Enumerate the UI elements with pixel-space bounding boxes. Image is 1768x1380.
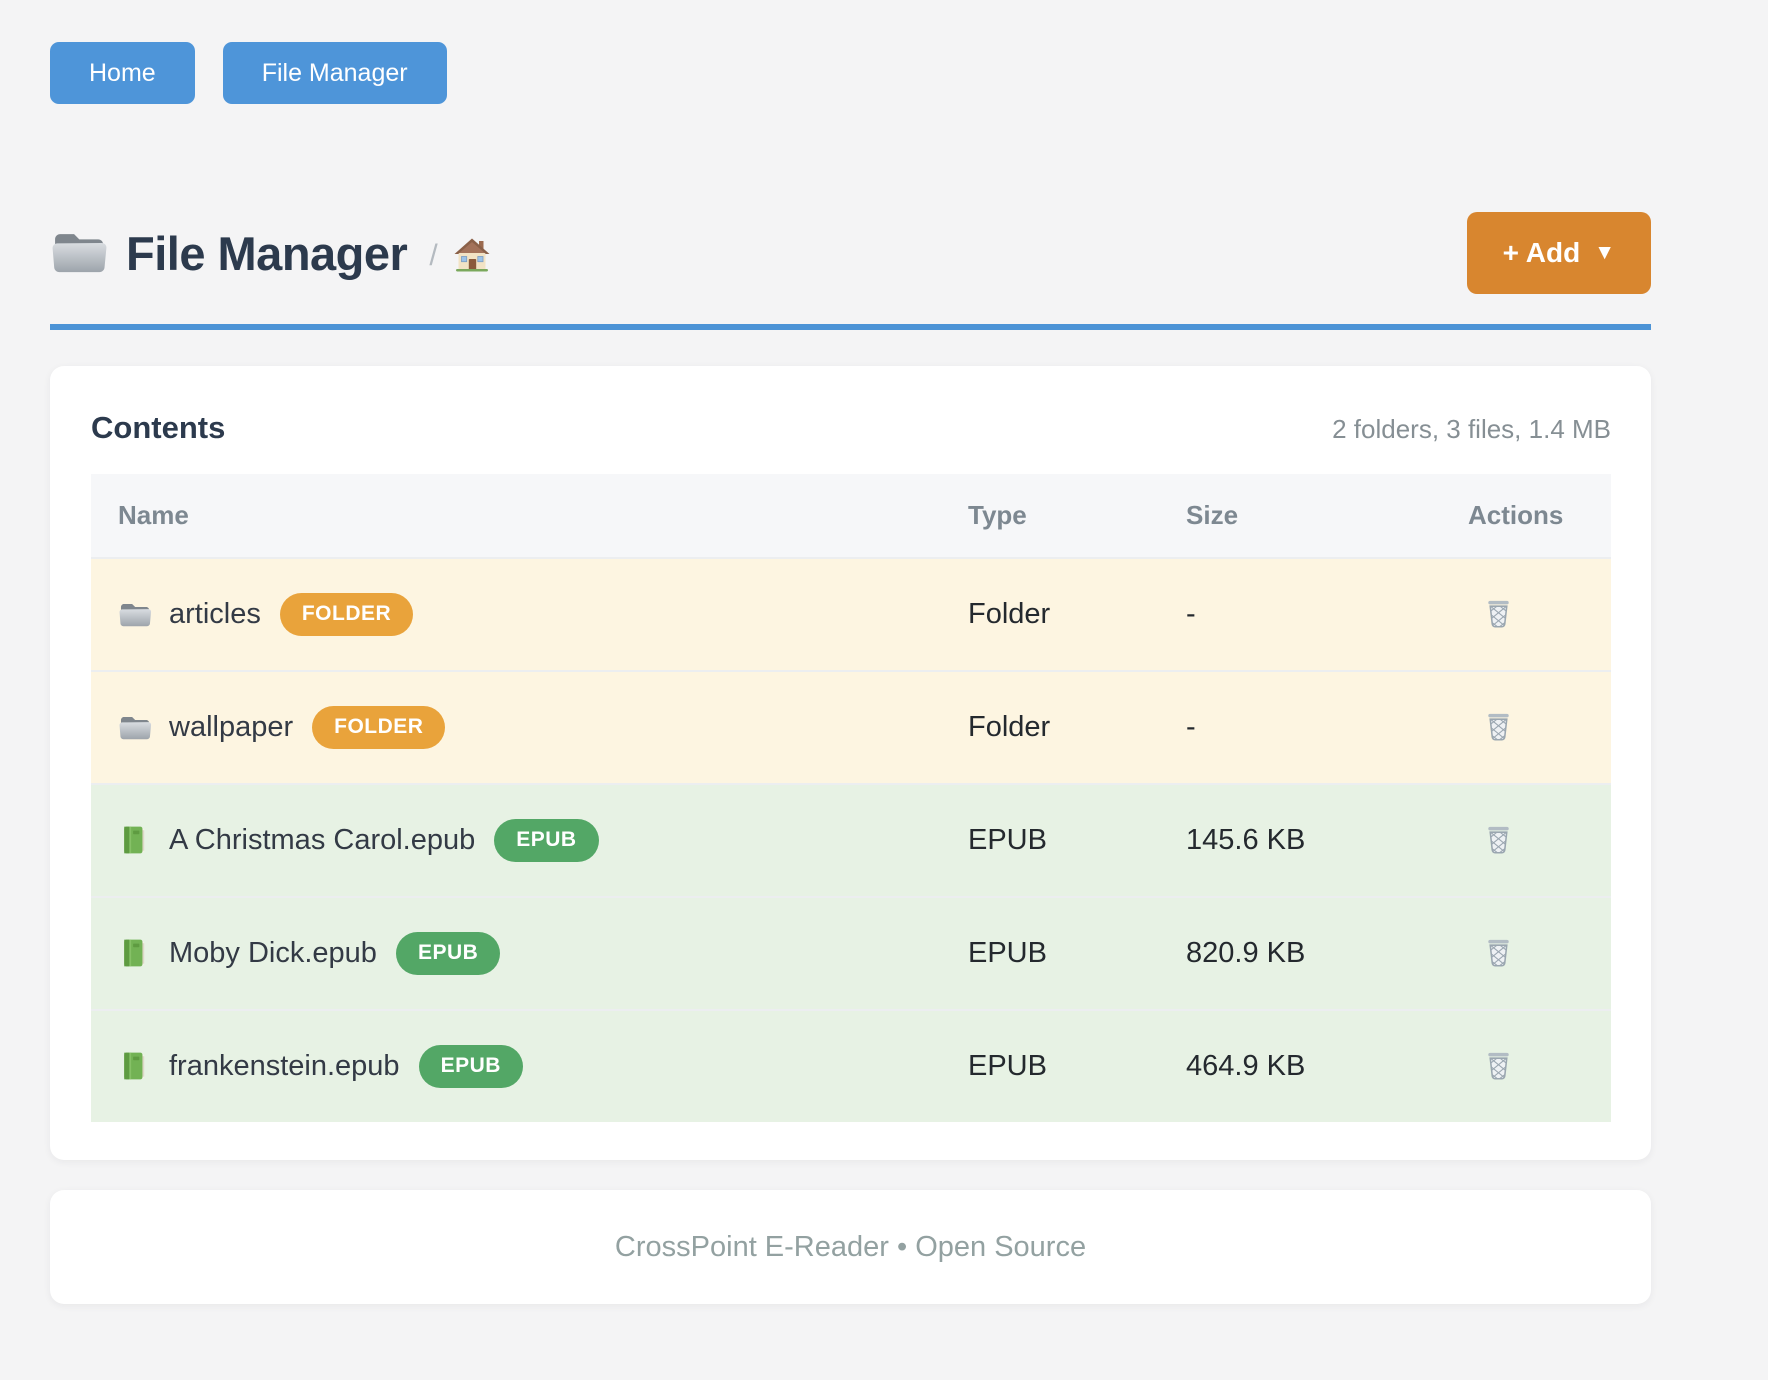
folder-icon (118, 711, 152, 745)
column-header-type: Type (968, 500, 1027, 530)
contents-summary: 2 folders, 3 files, 1.4 MB (1332, 414, 1611, 444)
actions-cell (1441, 706, 1611, 750)
house-icon[interactable] (452, 235, 492, 275)
table-row[interactable]: articles FOLDER Folder - (91, 557, 1611, 670)
type-badge: FOLDER (312, 706, 446, 749)
trash-icon (1481, 596, 1516, 634)
size-cell: 820.9 KB (1186, 937, 1306, 969)
actions-cell (1441, 593, 1611, 637)
name-cell: Moby Dick.epub EPUB (91, 932, 941, 975)
page-title: File Manager (126, 226, 408, 280)
file-table: Name Type Size Actions (91, 474, 1611, 1122)
folder-icon (118, 598, 152, 632)
delete-button[interactable] (1476, 932, 1520, 976)
delete-button[interactable] (1476, 819, 1520, 863)
type-cell: Folder (968, 711, 1051, 743)
add-button[interactable]: + Add ▼ (1466, 212, 1651, 294)
size-cell: - (1186, 598, 1196, 630)
name-cell: A Christmas Carol.epub EPUB (91, 819, 941, 862)
name-cell: articles FOLDER (91, 593, 941, 636)
contents-card: Contents 2 folders, 3 files, 1.4 MB Name… (50, 366, 1651, 1160)
actions-cell (1441, 932, 1611, 976)
actions-cell (1441, 819, 1611, 863)
caret-down-icon: ▼ (1594, 241, 1615, 264)
home-button[interactable]: Home (50, 42, 195, 104)
table-row[interactable]: Moby Dick.epub EPUB EPUB 820.9 KB (91, 896, 1611, 1009)
type-badge: EPUB (494, 819, 599, 862)
size-cell: 464.9 KB (1186, 1050, 1306, 1082)
table-body: articles FOLDER Folder - (91, 557, 1611, 1122)
type-cell: Folder (968, 598, 1051, 630)
type-cell: EPUB (968, 1050, 1047, 1082)
actions-cell (1441, 1045, 1611, 1089)
type-cell: EPUB (968, 937, 1047, 969)
size-cell: - (1186, 711, 1196, 743)
page-header: File Manager / + Add ▼ (50, 212, 1651, 294)
type-badge: EPUB (418, 1045, 523, 1088)
trash-icon (1481, 822, 1516, 860)
table-header-row: Name Type Size Actions (91, 474, 1611, 557)
add-button-label: + Add (1502, 237, 1581, 268)
book-icon (118, 937, 152, 971)
file-name: frankenstein.epub (169, 1050, 400, 1082)
type-badge: FOLDER (279, 593, 414, 636)
size-cell: 145.6 KB (1186, 824, 1306, 856)
name-cell: frankenstein.epub EPUB (91, 1045, 941, 1088)
file-name: Moby Dick.epub (169, 937, 377, 969)
type-cell: EPUB (968, 824, 1047, 856)
title-underline (50, 324, 1651, 330)
footer-card: CrossPoint E-Reader • Open Source (50, 1190, 1651, 1304)
delete-button[interactable] (1476, 706, 1520, 750)
folder-icon (50, 224, 108, 282)
contents-card-header: Contents 2 folders, 3 files, 1.4 MB (91, 410, 1611, 446)
file-name: articles (169, 598, 261, 630)
book-icon (118, 1050, 152, 1084)
delete-button[interactable] (1476, 1045, 1520, 1089)
page-container: Home File Manager File Manager / (50, 0, 1651, 1304)
title-group: File Manager / (50, 224, 492, 282)
breadcrumb-separator: / (429, 239, 438, 272)
footer-text: CrossPoint E-Reader • Open Source (614, 1230, 1087, 1263)
table-row[interactable]: frankenstein.epub EPUB EPUB 464.9 KB (91, 1009, 1611, 1122)
file-name: wallpaper (169, 711, 294, 743)
file-name: A Christmas Carol.epub (169, 824, 476, 856)
table-row[interactable]: wallpaper FOLDER Folder - (91, 670, 1611, 783)
name-cell: wallpaper FOLDER (91, 706, 941, 749)
column-header-name: Name (118, 500, 189, 530)
column-header-size: Size (1186, 500, 1239, 530)
trash-icon (1481, 935, 1516, 973)
book-icon (118, 824, 152, 858)
type-badge: EPUB (395, 932, 501, 975)
column-header-actions: Actions (1468, 500, 1564, 530)
top-nav: Home File Manager (50, 0, 1651, 104)
table-row[interactable]: A Christmas Carol.epub EPUB EPUB 145.6 K… (91, 783, 1611, 896)
trash-icon (1481, 709, 1516, 747)
file-manager-button[interactable]: File Manager (222, 42, 447, 104)
delete-button[interactable] (1476, 593, 1520, 637)
trash-icon (1481, 1048, 1516, 1086)
contents-heading: Contents (91, 410, 226, 445)
